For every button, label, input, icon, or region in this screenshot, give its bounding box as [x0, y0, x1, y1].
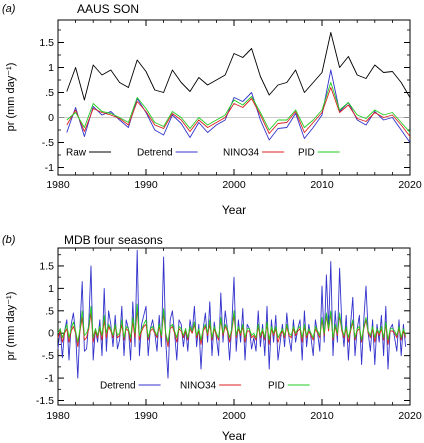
y-tick-label: 0	[48, 328, 54, 340]
x-tick-label: 1990	[134, 179, 158, 191]
legend-label: Detrend	[137, 148, 173, 159]
series-line-pid	[66, 82, 411, 133]
panel-a: (a) AAUS SON 1980 1990 2000 2010 2020 -1 -.5 0.…	[2, 2, 422, 217]
legend-label: Detrend	[100, 381, 136, 392]
legend-label: Raw	[66, 148, 87, 159]
panel-a-xlabel: Year	[222, 203, 246, 217]
panel-a-title: AAUS SON	[77, 2, 139, 16]
y-tick-label: 1	[48, 62, 54, 74]
panel-a-ylabel: pr (mm day⁻¹)	[5, 63, 17, 132]
x-tick-label: 2010	[310, 410, 334, 422]
y-tick-label: 1	[48, 283, 54, 295]
y-tick-label: .5	[45, 87, 54, 99]
x-tick-label: 1980	[46, 410, 70, 422]
panel-b-label: (b)	[2, 234, 16, 246]
panel-b-xlabel: Year	[222, 429, 246, 443]
y-tick-label: 0	[48, 112, 54, 124]
panel-a-ticks: 1980 1990 2000 2010 2020 -1 -.5 0 .5 1 1.5	[39, 20, 422, 191]
x-tick-label: 1990	[134, 410, 158, 422]
y-tick-label: -1.5	[36, 395, 54, 407]
series-line-detrend	[57, 249, 407, 379]
legend-label: PID	[268, 381, 285, 392]
y-tick-label: -.5	[42, 350, 54, 362]
y-tick-label: -1	[45, 373, 54, 385]
y-tick-label: 1.5	[39, 37, 54, 49]
legend-label: NINO34	[180, 381, 217, 392]
panel-b-title: MDB four seasons	[64, 233, 163, 247]
series-line-nino34	[66, 87, 411, 137]
y-tick-label: .5	[45, 305, 54, 317]
panel-b-legend: Detrend NINO34 PID	[100, 381, 310, 392]
panel-b-ylabel: pr (mm day⁻¹)	[5, 292, 17, 361]
x-tick-label: 2000	[222, 410, 246, 422]
series-line-raw	[66, 32, 411, 101]
y-tick-label: -1	[45, 162, 54, 174]
x-tick-label: 2010	[310, 179, 334, 191]
legend-label: PID	[298, 148, 315, 159]
panel-a-legend: Raw Detrend NINO34 PID	[66, 148, 340, 159]
x-tick-label: 2020	[398, 179, 422, 191]
panel-b-series-lines	[57, 249, 407, 379]
series-line-pid	[57, 303, 407, 343]
y-tick-label: 1.5	[39, 260, 54, 272]
x-tick-label: 1980	[46, 179, 70, 191]
panel-a-label: (a)	[2, 3, 16, 15]
panel-b-ticks: 1980 1990 2000 2010 2020 -1.5 -1 -.5 0 .5 1 1.5	[36, 248, 422, 422]
panel-a-series-lines	[58, 32, 411, 143]
x-tick-label: 2000	[222, 179, 246, 191]
panel-b: (b) MDB four seasons 1980 1990 2000 2010 202…	[2, 233, 422, 443]
x-tick-label: 2020	[398, 410, 422, 422]
y-tick-label: -.5	[42, 137, 54, 149]
legend-label: NINO34	[223, 148, 260, 159]
